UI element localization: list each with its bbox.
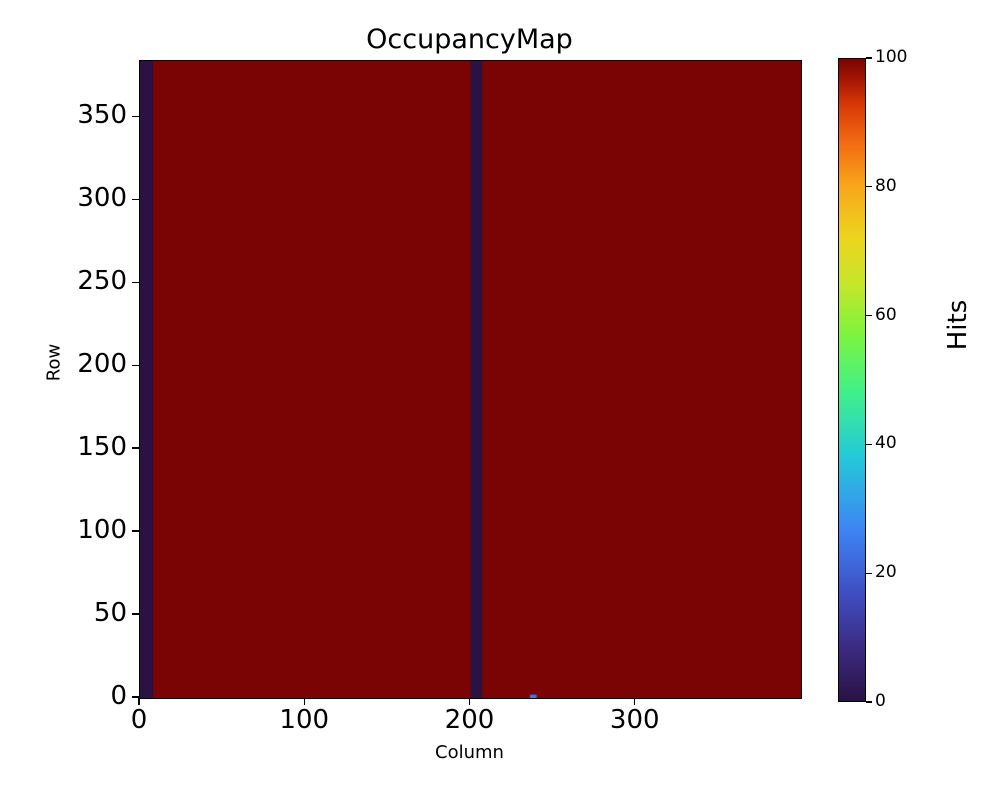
colorbar-tick-label: 20 — [875, 562, 897, 583]
y-tick-mark — [132, 281, 139, 283]
y-tick-label: 150 — [77, 432, 127, 463]
colorbar-tick-mark — [866, 57, 872, 59]
x-tick-label: 300 — [609, 705, 660, 735]
x-tick-label: 100 — [279, 705, 330, 735]
colorbar-tick-label: 0 — [875, 691, 886, 711]
y-tick-label: 0 — [110, 681, 127, 711]
colorbar-tick-mark — [866, 443, 872, 446]
y-tick-mark — [132, 198, 139, 201]
x-tick-mark — [138, 698, 140, 705]
y-tick-label: 300 — [77, 183, 127, 214]
colorbar-tick-label: 80 — [875, 175, 897, 196]
heatmap-plot-area — [139, 60, 802, 699]
heatmap-image — [140, 61, 801, 698]
y-tick-label: 250 — [77, 266, 127, 297]
y-tick-mark — [132, 447, 139, 449]
colorbar-label: Hits — [943, 299, 973, 351]
x-tick-label: 0 — [130, 705, 148, 735]
page-title: OccupancyMap — [366, 24, 573, 55]
colorbar-tick-mark — [866, 314, 872, 317]
x-tick-mark — [303, 698, 305, 705]
colorbar-gradient — [838, 58, 866, 702]
y-tick-mark — [132, 530, 139, 532]
colorbar-tick-label: 100 — [875, 47, 908, 67]
y-tick-mark — [132, 696, 139, 698]
y-tick-label: 350 — [77, 100, 127, 131]
x-tick-mark — [468, 698, 471, 705]
colorbar — [838, 58, 866, 702]
y-tick-mark — [132, 364, 139, 366]
y-tick-label: 50 — [93, 598, 127, 629]
x-axis-label: Column — [435, 742, 504, 763]
y-tick-mark — [132, 115, 139, 118]
y-axis-label: Row — [43, 343, 65, 382]
y-tick-label: 200 — [77, 349, 127, 380]
y-tick-mark — [132, 613, 139, 615]
x-tick-mark — [634, 698, 636, 705]
colorbar-tick-mark — [866, 186, 872, 188]
colorbar-tick-label: 60 — [875, 304, 897, 325]
x-tick-label: 200 — [444, 705, 495, 735]
colorbar-tick-mark — [866, 701, 872, 703]
y-tick-label: 100 — [77, 515, 127, 546]
colorbar-tick-label: 40 — [875, 433, 897, 454]
colorbar-tick-mark — [866, 572, 872, 574]
